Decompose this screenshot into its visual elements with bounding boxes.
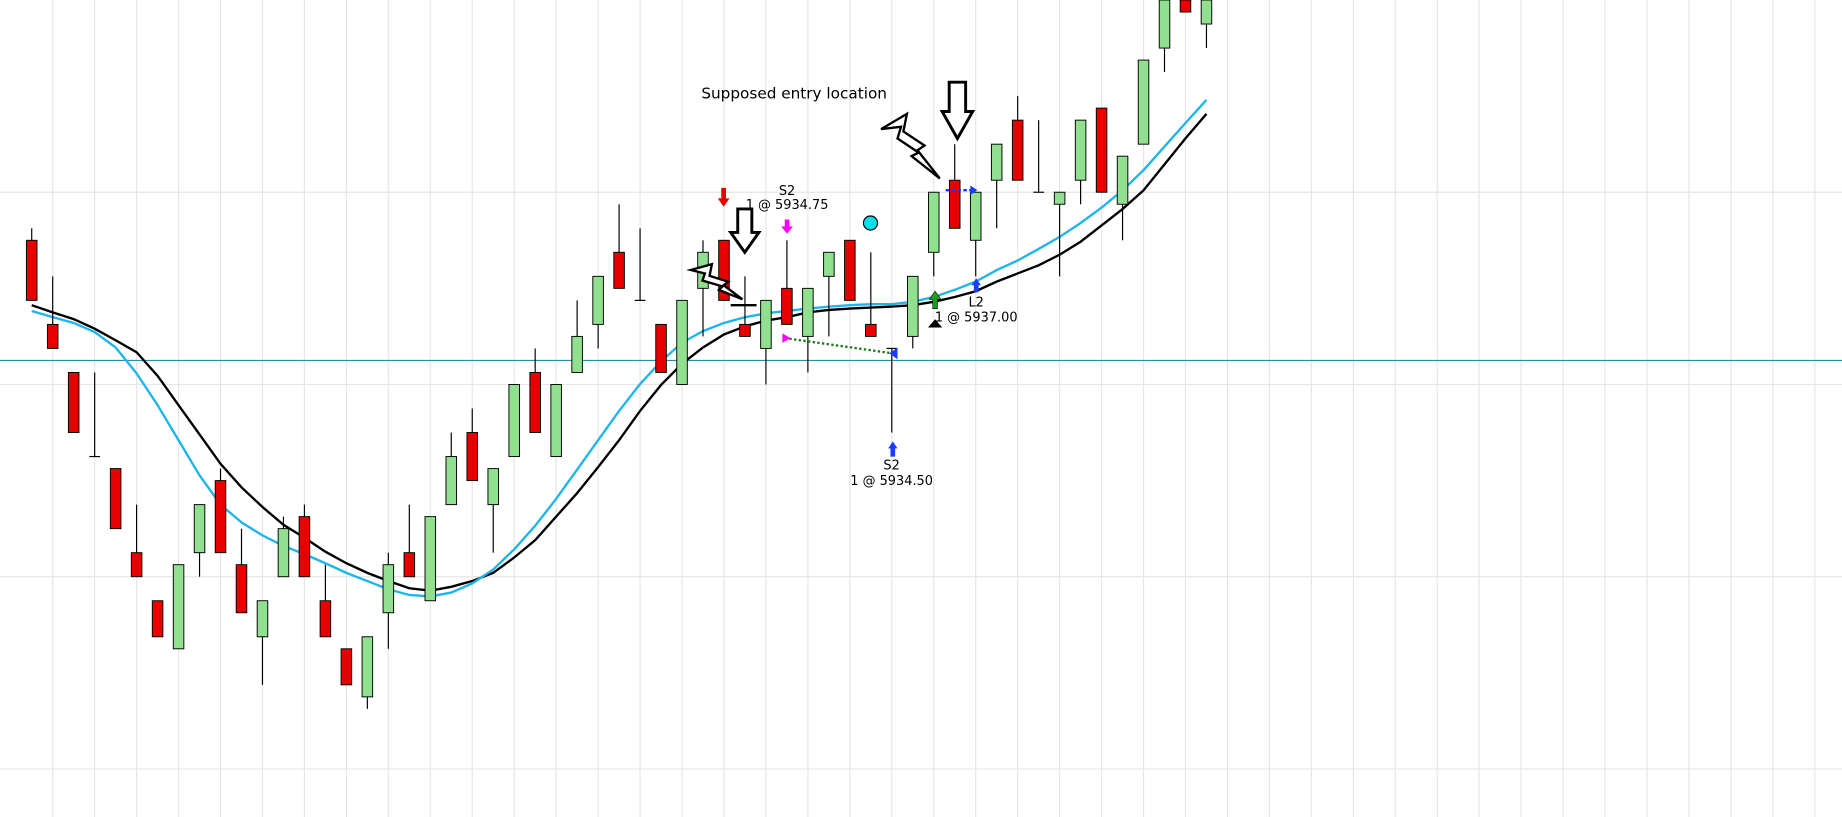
candle-body: [865, 323, 877, 337]
indicator-lines: [31, 99, 1208, 598]
candle-body: [1137, 59, 1150, 145]
candle-body: [655, 323, 667, 373]
entry-marker: [889, 347, 898, 360]
candle-body: [1011, 119, 1024, 181]
annotation: Supposed entry location: [701, 84, 887, 102]
buy-arrow: [928, 290, 942, 310]
signal-dot: [862, 215, 879, 231]
candles: [25, 0, 1213, 709]
candle-body: [969, 191, 982, 241]
candle-body: [151, 600, 164, 638]
indicator-line: [31, 113, 1208, 592]
order-detail: 1 @ 5934.75: [746, 198, 829, 213]
candle-body: [1074, 119, 1087, 181]
candle-body: [319, 600, 332, 638]
candle-body: [382, 564, 395, 614]
candle-body: [550, 384, 562, 458]
candle-body: [109, 468, 122, 530]
candle-body: [277, 528, 290, 578]
candle-body: [948, 179, 961, 229]
candle-body: [571, 335, 583, 373]
order-label: S2: [779, 184, 795, 199]
candle-body: [802, 287, 814, 337]
candle-body: [466, 432, 479, 482]
lightning-bolt: [880, 111, 941, 180]
candle-body: [508, 384, 520, 458]
candle-body: [403, 552, 416, 578]
trade-markers: [686, 80, 981, 457]
candle-body: [676, 299, 688, 385]
trade-connector: [784, 336, 893, 355]
candle-body: [739, 323, 751, 337]
candle-body: [1095, 107, 1108, 193]
candle-body: [46, 323, 59, 349]
candle-body: [844, 239, 856, 301]
candle-body: [361, 636, 374, 698]
fill-marker: [928, 319, 943, 328]
order-label: S2: [883, 459, 899, 474]
order-detail: 1 @ 5934.50: [850, 474, 933, 489]
candle-body: [592, 275, 604, 325]
hollow-arrow: [939, 80, 976, 142]
candle-body: [424, 516, 437, 602]
indicator-line: [31, 99, 1208, 598]
lightning-bolt: [686, 262, 744, 301]
order-detail: 1 @ 5937.00: [935, 311, 1018, 326]
candle-body: [340, 648, 353, 686]
candle-body: [67, 371, 80, 433]
exit-marker: [782, 333, 791, 343]
candle-body: [487, 468, 499, 506]
candle-body: [193, 504, 206, 554]
buy-arrow: [971, 278, 981, 293]
exit-arrow: [781, 219, 793, 234]
buy-arrow: [888, 441, 898, 457]
candle-body: [529, 371, 541, 433]
order-label: L2: [969, 295, 984, 310]
candle-body: [781, 287, 793, 325]
hollow-arrow: [727, 207, 762, 255]
candle-body: [760, 299, 772, 349]
candle-body: [25, 239, 38, 301]
candle-body: [1116, 155, 1129, 205]
candle-body: [214, 480, 227, 554]
candle-body: [823, 251, 835, 277]
sell-arrow: [717, 187, 730, 207]
candle-body: [1179, 0, 1192, 13]
candle-body: [445, 456, 458, 506]
candle-body: [718, 239, 730, 301]
candle-body: [1053, 191, 1066, 205]
candle-body: [990, 143, 1003, 181]
candle-body: [1200, 0, 1213, 25]
entry-marker: [970, 185, 978, 195]
candle-body: [298, 516, 311, 578]
candle-body: [130, 552, 143, 578]
candle-body: [256, 600, 269, 638]
candle-body: [235, 564, 248, 614]
candle-body: [1158, 0, 1171, 49]
candle-body: [907, 275, 919, 337]
candle-body: [613, 251, 625, 289]
candle-body: [927, 191, 940, 253]
candle-body: [172, 564, 185, 650]
